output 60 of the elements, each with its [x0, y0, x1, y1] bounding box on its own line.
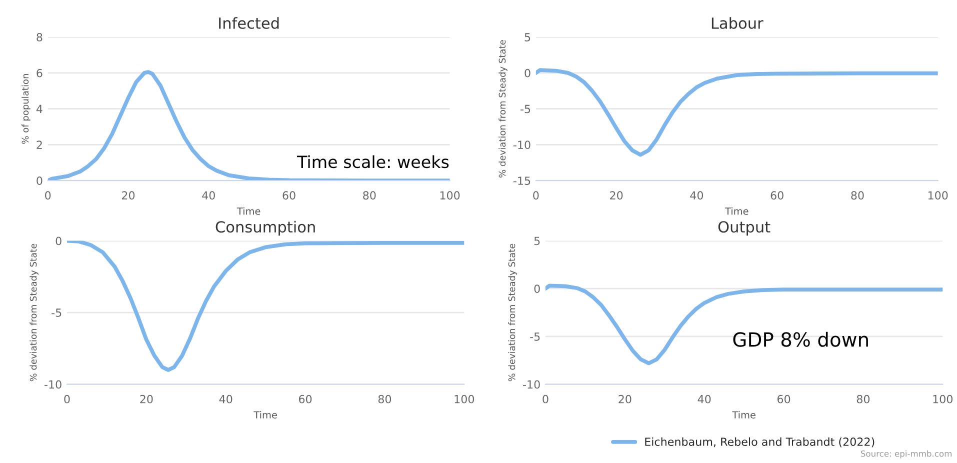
line-series — [536, 68, 938, 157]
x-tick-label: 0 — [45, 191, 51, 200]
y-axis-title: % deviation from Steady State — [30, 244, 38, 382]
x-tick-label: 20 — [618, 394, 632, 404]
x-axis-title: Time — [254, 411, 277, 419]
x-tick-label: 20 — [610, 191, 623, 200]
chart-title: Infected — [219, 17, 279, 29]
y-axis-title: % deviation from Steady State — [498, 40, 508, 178]
y-tick-label: 0 — [36, 176, 42, 185]
y-tick-label: 0 — [56, 236, 62, 246]
x-tick-label: 60 — [298, 394, 312, 404]
x-tick-label: 80 — [363, 191, 376, 200]
x-tick-label: 20 — [140, 394, 153, 404]
x-tick-label: 40 — [202, 191, 215, 200]
chart-title: Output — [718, 221, 770, 236]
y-tick-label: 5 — [534, 236, 540, 246]
x-tick-label: 100 — [933, 394, 953, 404]
y-tick-label: -10 — [44, 380, 62, 389]
y-tick-label: -5 — [530, 332, 540, 341]
line-series — [48, 70, 450, 181]
line-series — [66, 240, 464, 372]
x-tick-label: 60 — [282, 191, 296, 200]
y-tick-label: 0 — [524, 68, 530, 78]
y-tick-label: -15 — [513, 176, 530, 185]
y-tick-label: 4 — [36, 104, 42, 114]
legend-label: Eichenbaum, Rebelo and Trabandt (2022) — [645, 437, 874, 448]
x-tick-label: 40 — [219, 394, 232, 404]
x-tick-label: 40 — [698, 394, 711, 404]
chart-title: Labour — [712, 17, 764, 29]
x-axis-title: Time — [236, 207, 260, 215]
y-tick-label: 5 — [524, 33, 530, 42]
y-tick-label: 0 — [534, 284, 540, 293]
y-tick-label: 8 — [36, 33, 42, 42]
y-axis-title: % of population — [22, 74, 30, 144]
x-axis-title: Time — [732, 411, 756, 419]
x-tick-label: 0 — [64, 394, 70, 404]
x-tick-label: 100 — [928, 191, 948, 200]
source-note: Source: epi-mmb.com — [860, 450, 952, 458]
x-tick-label: 0 — [542, 394, 548, 404]
y-tick-label: -10 — [513, 140, 530, 150]
y-tick-label: 2 — [36, 140, 42, 149]
x-tick-label: 60 — [770, 191, 784, 200]
x-tick-label: 60 — [777, 394, 790, 404]
x-tick-label: 80 — [856, 394, 870, 404]
x-axis-title: Time — [724, 207, 748, 215]
x-tick-label: 80 — [851, 191, 864, 200]
x-tick-label: 100 — [440, 191, 460, 200]
annotation: GDP 8% down — [733, 332, 868, 347]
y-tick-label: 6 — [36, 68, 42, 78]
y-tick-label: -5 — [52, 308, 62, 317]
x-tick-label: 20 — [122, 191, 135, 200]
y-tick-label: -5 — [520, 104, 530, 114]
line-series — [545, 284, 943, 366]
y-tick-label: -10 — [523, 380, 540, 389]
chart-title: Consumption — [216, 220, 315, 236]
x-tick-label: 80 — [378, 394, 392, 404]
y-axis-title: % deviation from Steady State — [508, 244, 517, 382]
x-tick-label: 100 — [454, 394, 474, 404]
x-tick-label: 40 — [690, 191, 704, 200]
annotation: Time scale: weeks — [297, 155, 449, 168]
